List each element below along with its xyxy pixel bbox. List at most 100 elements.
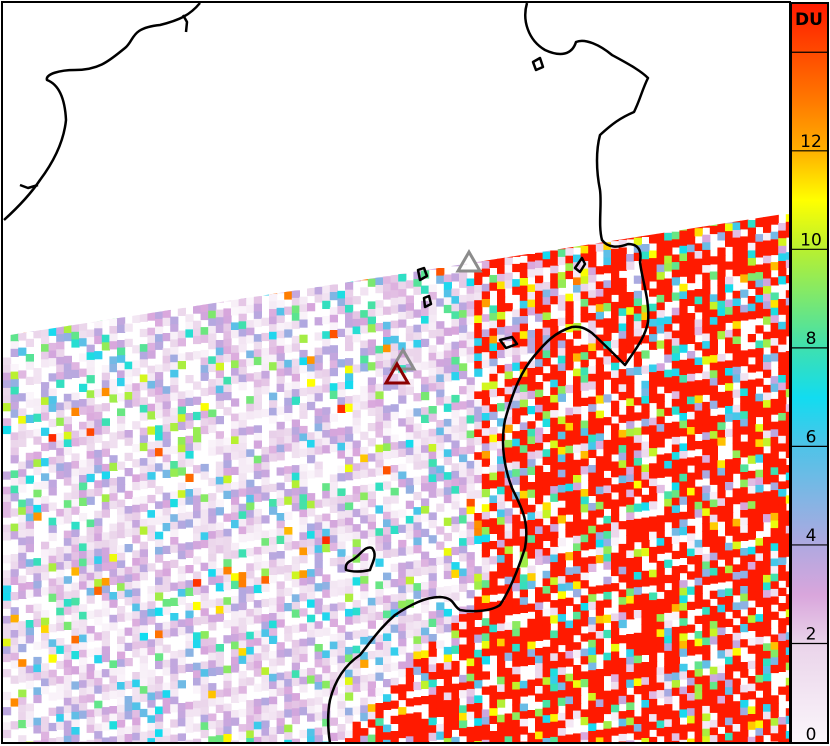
- data-pixel: [443, 662, 452, 671]
- data-pixel: [139, 313, 148, 322]
- data-pixel: [284, 648, 293, 657]
- data-pixel: [428, 634, 437, 643]
- data-pixel: [664, 346, 673, 356]
- data-pixel: [725, 223, 734, 232]
- data-pixel: [231, 352, 240, 361]
- data-pixel: [10, 432, 19, 441]
- data-pixel: [603, 561, 612, 570]
- data-pixel: [603, 462, 612, 471]
- data-pixel: [223, 308, 232, 317]
- data-pixel: [155, 645, 164, 654]
- data-pixel: [611, 225, 620, 235]
- data-pixel: [79, 551, 88, 560]
- data-pixel: [177, 710, 186, 719]
- data-pixel: [337, 693, 346, 702]
- data-pixel: [269, 438, 278, 447]
- data-pixel: [428, 489, 437, 498]
- data-pixel: [94, 305, 103, 314]
- data-pixel: [603, 493, 612, 502]
- data-pixel: [527, 634, 536, 643]
- data-pixel: [763, 666, 772, 675]
- data-pixel: [626, 649, 635, 658]
- data-pixel: [63, 447, 72, 456]
- data-pixel: [101, 441, 110, 450]
- data-pixel: [671, 254, 680, 263]
- data-pixel: [641, 502, 650, 511]
- data-pixel: [299, 448, 308, 457]
- data-pixel: [573, 475, 582, 484]
- data-pixel: [618, 589, 627, 598]
- data-pixel: [428, 436, 437, 445]
- data-pixel: [618, 498, 627, 507]
- data-pixel: [732, 655, 741, 664]
- data-pixel: [489, 313, 498, 322]
- data-pixel: [687, 434, 696, 443]
- data-pixel: [269, 392, 278, 401]
- data-pixel: [390, 442, 399, 451]
- data-pixel: [223, 734, 232, 743]
- data-pixel: [428, 459, 437, 468]
- data-pixel: [557, 272, 566, 281]
- data-pixel: [595, 296, 604, 305]
- data-pixel: [763, 278, 772, 287]
- data-pixel: [307, 394, 316, 403]
- data-pixel: [33, 428, 42, 438]
- data-pixel: [770, 649, 779, 658]
- data-pixel: [588, 297, 597, 306]
- data-pixel: [421, 308, 430, 317]
- data-pixel: [421, 726, 430, 735]
- data-pixel: [770, 482, 779, 491]
- data-pixel: [443, 722, 452, 732]
- data-pixel: [405, 523, 414, 532]
- data-pixel: [86, 595, 95, 604]
- data-pixel: [276, 642, 285, 651]
- data-pixel: [10, 440, 19, 449]
- data-pixel: [588, 275, 597, 284]
- data-pixel: [717, 270, 726, 279]
- data-pixel: [580, 565, 589, 574]
- data-pixel: [785, 434, 790, 443]
- data-pixel: [580, 306, 589, 315]
- data-pixel: [63, 371, 72, 380]
- data-pixel: [162, 621, 171, 630]
- data-pixel: [618, 673, 627, 682]
- data-pixel: [139, 663, 148, 672]
- data-pixel: [527, 466, 536, 475]
- data-pixel: [48, 487, 57, 496]
- data-pixel: [694, 319, 703, 328]
- data-pixel: [725, 618, 734, 627]
- data-pixel: [291, 449, 300, 459]
- data-pixel: [86, 610, 95, 619]
- data-pixel: [238, 648, 247, 657]
- data-pixel: [269, 506, 278, 515]
- data-pixel: [687, 503, 696, 512]
- data-pixel: [421, 483, 430, 492]
- data-pixel: [611, 400, 620, 409]
- data-pixel: [25, 711, 34, 720]
- data-pixel: [497, 669, 506, 678]
- data-pixel: [641, 548, 650, 557]
- data-pixel: [588, 404, 597, 413]
- data-pixel: [504, 569, 513, 578]
- data-pixel: [147, 715, 156, 724]
- data-pixel: [542, 472, 551, 481]
- data-pixel: [63, 530, 72, 539]
- data-pixel: [451, 569, 460, 578]
- data-pixel: [208, 447, 217, 456]
- data-pixel: [763, 232, 772, 242]
- data-pixel: [253, 683, 262, 692]
- data-pixel: [48, 525, 57, 534]
- data-pixel: [557, 386, 566, 395]
- data-pixel: [56, 463, 65, 472]
- data-pixel: [679, 549, 688, 558]
- data-pixel: [18, 621, 27, 630]
- data-pixel: [48, 479, 57, 488]
- data-pixel: [557, 560, 566, 570]
- data-pixel: [474, 391, 483, 400]
- data-pixel: [550, 736, 559, 743]
- data-pixel: [603, 280, 612, 289]
- data-pixel: [709, 522, 718, 531]
- data-pixel: [725, 383, 734, 392]
- data-pixel: [231, 330, 240, 339]
- data-pixel: [725, 542, 734, 551]
